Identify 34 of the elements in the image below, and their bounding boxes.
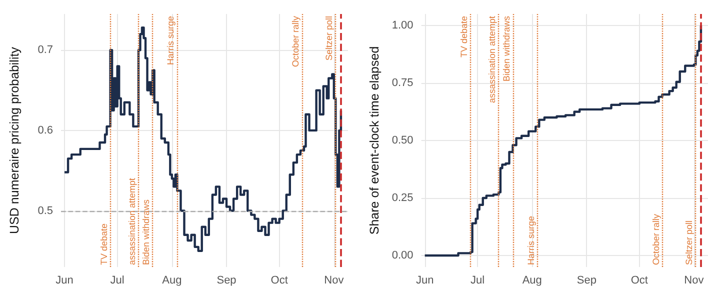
y-tick-label: 0.75 bbox=[392, 77, 414, 89]
x-tick-label: Oct bbox=[270, 274, 288, 286]
ref-line-label: TV debate bbox=[459, 16, 470, 58]
x-tick-label: Jul bbox=[110, 274, 124, 286]
ref-line-label: Seltzer poll bbox=[684, 220, 694, 265]
y-tick-label: 0.50 bbox=[392, 134, 414, 146]
ref-line-label: October rally bbox=[650, 213, 661, 265]
x-tick-label: Aug bbox=[162, 274, 182, 286]
x-tick-label: Aug bbox=[522, 274, 542, 286]
ref-line-label: assassination attempt bbox=[487, 16, 498, 104]
y-axis-title: Share of event-clock time elapsed bbox=[368, 46, 382, 235]
x-tick-label: Jul bbox=[470, 274, 485, 286]
ref-line-label: Biden withdraws bbox=[501, 16, 512, 82]
ref-line-label: Harris surge bbox=[166, 16, 176, 66]
x-tick-label: Jun bbox=[416, 274, 434, 286]
x-tick-label: Jun bbox=[56, 274, 74, 286]
ref-line-label: Biden withdraws bbox=[141, 198, 152, 265]
y-tick-label: 0.00 bbox=[392, 250, 414, 262]
y-tick-label: 0.7 bbox=[38, 44, 53, 56]
ref-line-label: Seltzer poll bbox=[324, 16, 334, 61]
x-tick-label: Sep bbox=[576, 274, 596, 286]
y-tick-label: 1.00 bbox=[392, 20, 414, 32]
x-tick-label: Nov bbox=[324, 274, 344, 286]
x-tick-label: Nov bbox=[684, 274, 704, 286]
y-tick-label: 0.5 bbox=[38, 204, 53, 217]
ref-line-label: TV debate bbox=[98, 223, 109, 265]
y-tick-label: 0.6 bbox=[38, 124, 53, 136]
x-tick-label: Sep bbox=[216, 274, 236, 286]
y-axis-title: USD numeraire pricing probability bbox=[8, 46, 22, 234]
ref-line-label: assassination attempt bbox=[126, 177, 137, 265]
ref-line-label: Harris surge bbox=[526, 216, 536, 265]
x-tick-label: Oct bbox=[630, 274, 648, 286]
y-tick-label: 0.25 bbox=[392, 192, 414, 204]
ref-line-label: October rally bbox=[290, 16, 301, 68]
